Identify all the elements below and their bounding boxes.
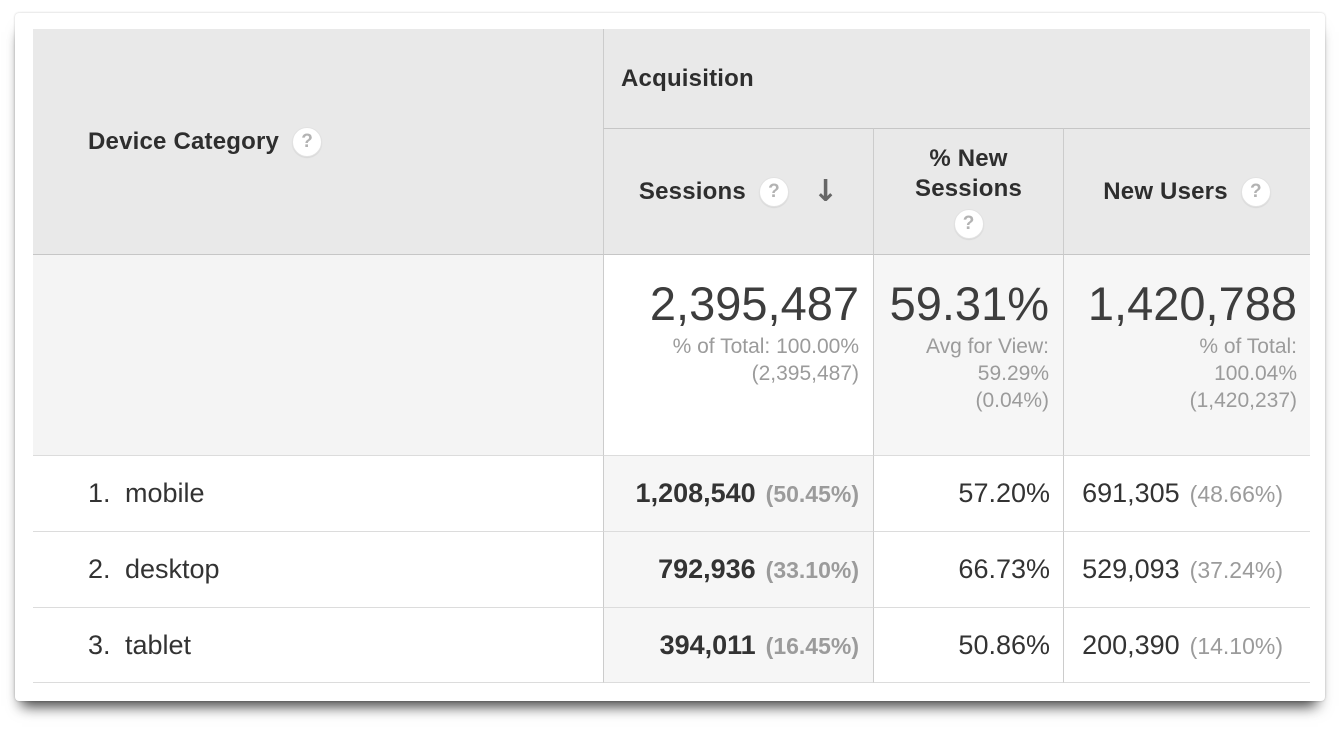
new-users-total-value: 1,420,788 — [1087, 277, 1297, 330]
device-category-label: Device Category — [88, 127, 280, 155]
table-row-dimension: 3. tablet — [33, 607, 603, 683]
new-sessions-avg-subtext: Avg for View: 59.29% (0.04%) — [926, 335, 1049, 412]
row-index: 1. — [88, 478, 111, 508]
row-index: 3. — [88, 629, 111, 660]
help-icon[interactable]: ? — [292, 126, 323, 157]
help-icon[interactable]: ? — [1240, 176, 1271, 207]
sessions-pct: (50.45%) — [765, 481, 859, 507]
new-users-pct: (48.66%) — [1189, 481, 1283, 507]
sessions-total-value: 2,395,487 — [649, 277, 859, 330]
sessions-pct: (33.10%) — [765, 557, 859, 583]
new-users-value-cell: 691,305 (48.66%) — [1063, 455, 1310, 531]
new-sessions-value-cell: 57.20% — [873, 455, 1063, 531]
sessions-total-subtext: % of Total: 100.00% (2,395,487) — [672, 335, 859, 385]
sessions-value: 792,936 — [658, 554, 756, 584]
sessions-label: Sessions — [638, 177, 746, 205]
new-users-value-cell: 200,390 (14.10%) — [1063, 607, 1310, 683]
sessions-value: 394,011 — [659, 630, 756, 660]
new-sessions-value: 50.86% — [958, 630, 1050, 660]
new-users-label: New Users — [1103, 177, 1228, 205]
new-sessions-pct-label: % New Sessions — [915, 145, 1022, 202]
row-index: 2. — [88, 554, 111, 584]
sessions-value-cell: 1,208,540 (50.45%) — [603, 455, 873, 531]
summary-new-sessions-cell: 59.31% Avg for View: 59.29% (0.04%) — [873, 254, 1063, 455]
help-icon[interactable]: ? — [758, 176, 789, 207]
device-name: desktop — [125, 554, 220, 584]
new-users-pct: (14.10%) — [1189, 633, 1283, 659]
summary-new-users-cell: 1,420,788 % of Total: 100.04% (1,420,237… — [1063, 254, 1310, 455]
new-sessions-value: 57.20% — [958, 478, 1050, 508]
new-users-value: 529,093 — [1082, 554, 1180, 584]
summary-sessions-cell: 2,395,487 % of Total: 100.00% (2,395,487… — [603, 254, 873, 455]
sessions-value-cell: 792,936 (33.10%) — [603, 531, 873, 607]
column-header-new-sessions-pct[interactable]: % New Sessions ? — [873, 128, 1063, 254]
sort-descending-icon: ↓ — [812, 173, 839, 209]
device-name: tablet — [125, 629, 192, 660]
new-users-value: 691,305 — [1082, 478, 1180, 508]
new-sessions-value-cell: 66.73% — [873, 531, 1063, 607]
table-row-dimension: 1. mobile — [33, 455, 603, 531]
new-users-pct: (37.24%) — [1189, 557, 1283, 583]
column-header-sessions[interactable]: Sessions ? ↓ — [603, 128, 873, 254]
column-group-acquisition: Acquisition — [603, 29, 1310, 128]
new-sessions-value: 66.73% — [958, 554, 1050, 584]
new-sessions-avg-value: 59.31% — [889, 277, 1049, 330]
column-header-new-users[interactable]: New Users ? — [1063, 128, 1310, 254]
new-sessions-value-cell: 50.86% — [873, 607, 1063, 683]
new-users-value-cell: 529,093 (37.24%) — [1063, 531, 1310, 607]
column-header-device-category[interactable]: Device Category ? — [33, 29, 603, 254]
new-users-value: 200,390 — [1082, 630, 1180, 660]
sessions-value-cell: 394,011 (16.45%) — [603, 607, 873, 683]
device-name: mobile — [125, 478, 205, 508]
summary-dimension-cell — [33, 254, 603, 455]
table-row-dimension: 2. desktop — [33, 531, 603, 607]
sessions-value: 1,208,540 — [635, 478, 756, 508]
analytics-table: Device Category ? Acquisition Sessions ?… — [33, 29, 1310, 683]
report-card: Device Category ? Acquisition Sessions ?… — [15, 13, 1325, 701]
acquisition-label: Acquisition — [621, 64, 754, 92]
new-users-total-subtext: % of Total: 100.04% (1,420,237) — [1189, 335, 1297, 412]
sessions-pct: (16.45%) — [765, 633, 859, 659]
help-icon[interactable]: ? — [953, 209, 984, 239]
